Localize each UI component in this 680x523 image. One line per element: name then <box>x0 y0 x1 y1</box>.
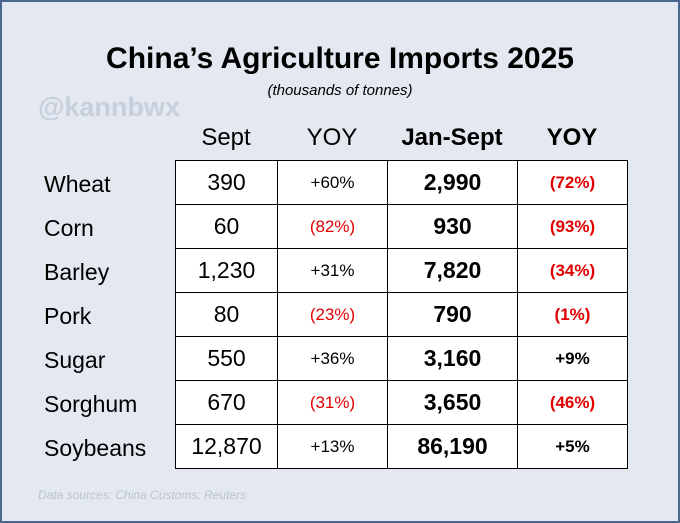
table-cell: (34%) <box>517 248 628 293</box>
table-cell: +9% <box>517 336 628 381</box>
table-row: 80 (23%) 790 (1%) <box>175 292 628 337</box>
table-row: 60 (82%) 930 (93%) <box>175 204 628 249</box>
table-cell: 3,160 <box>387 336 518 381</box>
title: China’s Agriculture Imports 2025 <box>106 42 574 75</box>
table-cell: +5% <box>517 424 628 469</box>
table-row: 670 (31%) 3,650 (46%) <box>175 380 628 425</box>
table-cell: 670 <box>175 380 278 425</box>
table-cell: (93%) <box>517 204 628 249</box>
row-label: Sorghum <box>44 391 138 417</box>
table-cell: 80 <box>175 292 278 337</box>
table-cell: 86,190 <box>387 424 518 469</box>
row-label: Barley <box>44 259 110 285</box>
source-note: Data sources: China Customs; Reuters <box>38 488 247 502</box>
column-header: YOY <box>306 124 358 151</box>
table-cell: 390 <box>175 160 278 205</box>
table-cell: 60 <box>175 204 278 249</box>
data-table: 390 +60% 2,990 (72%) 60 (82%) 930 (93%) 1,230 +31… <box>175 160 628 469</box>
row-label: Soybeans <box>44 435 147 461</box>
table-row: 12,870 +13% 86,190 +5% <box>175 424 628 469</box>
table-cell: (72%) <box>517 160 628 205</box>
table-cell: (23%) <box>277 292 388 337</box>
table-row: 390 +60% 2,990 (72%) <box>175 160 628 205</box>
table-cell: 2,990 <box>387 160 518 205</box>
table-cell: 930 <box>387 204 518 249</box>
row-label: Sugar <box>44 347 106 373</box>
table-cell: (31%) <box>277 380 388 425</box>
table-cell: (82%) <box>277 204 388 249</box>
table-cell: 3,650 <box>387 380 518 425</box>
table-cell: 1,230 <box>175 248 278 293</box>
table-row: 1,230 +31% 7,820 (34%) <box>175 248 628 293</box>
column-header: Jan-Sept <box>401 124 503 151</box>
table-cell: +60% <box>277 160 388 205</box>
table-cell: +13% <box>277 424 388 469</box>
column-header: Sept <box>201 124 251 151</box>
row-label: Corn <box>44 215 94 241</box>
column-header: YOY <box>546 124 598 151</box>
table-cell: +31% <box>277 248 388 293</box>
watermark: @kannbwx <box>38 92 180 122</box>
table-cell: 790 <box>387 292 518 337</box>
table-cell: +36% <box>277 336 388 381</box>
table-cell: (1%) <box>517 292 628 337</box>
table-cell: 7,820 <box>387 248 518 293</box>
row-label: Wheat <box>44 171 111 197</box>
row-label: Pork <box>44 303 92 329</box>
table-cell: 550 <box>175 336 278 381</box>
subtitle: (thousands of tonnes) <box>267 82 413 99</box>
table-cell: 12,870 <box>175 424 278 469</box>
table-cell: (46%) <box>517 380 628 425</box>
table-row: 550 +36% 3,160 +9% <box>175 336 628 381</box>
